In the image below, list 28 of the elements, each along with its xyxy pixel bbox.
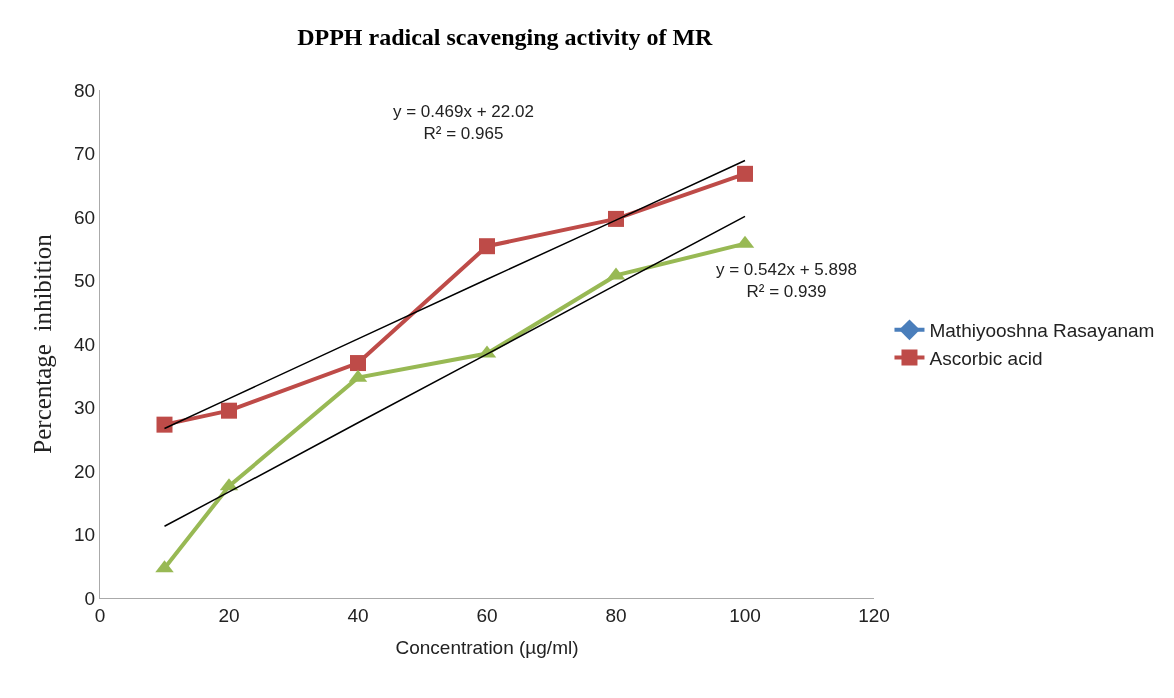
point [479,238,495,255]
y-tick-label: 20 [74,460,96,482]
point [156,416,173,433]
x-tick-label: 80 [605,604,627,626]
point [350,355,366,372]
y-tick-label: 40 [74,333,96,355]
y-tick-label: 80 [74,79,96,101]
line-series [163,215,746,527]
x-tick-label: 40 [347,604,369,626]
point [221,402,237,419]
x-tick-label: 60 [476,604,498,626]
annotation: y = 0.542x + 5.898 R² = 0.939 [716,260,857,302]
annotation: y = 0.469x + 22.02 R² = 0.965 [393,102,534,144]
legend-label: Ascorbic acid [929,347,1043,369]
y-tick-label: 60 [74,206,96,228]
x-tick-label: 100 [729,604,761,626]
x-axis-title: Concentration (µg/ml) [395,636,579,658]
y-tick-label: 0 [84,587,96,609]
y-axis-title: Percentage inhibition [28,233,56,454]
legend-label: Mathiyooshna Rasayanam [929,320,1155,342]
y-tick-label: 10 [74,524,96,546]
y-tick-label: 70 [74,143,96,165]
y-tick-label: 30 [74,397,96,419]
x-tick-label: 120 [858,604,890,626]
y-tick-label: 50 [74,270,96,292]
x-tick-label: 20 [218,604,240,626]
point [737,165,753,182]
chart-title: DPPH radical scavenging activity of MR [297,23,714,50]
